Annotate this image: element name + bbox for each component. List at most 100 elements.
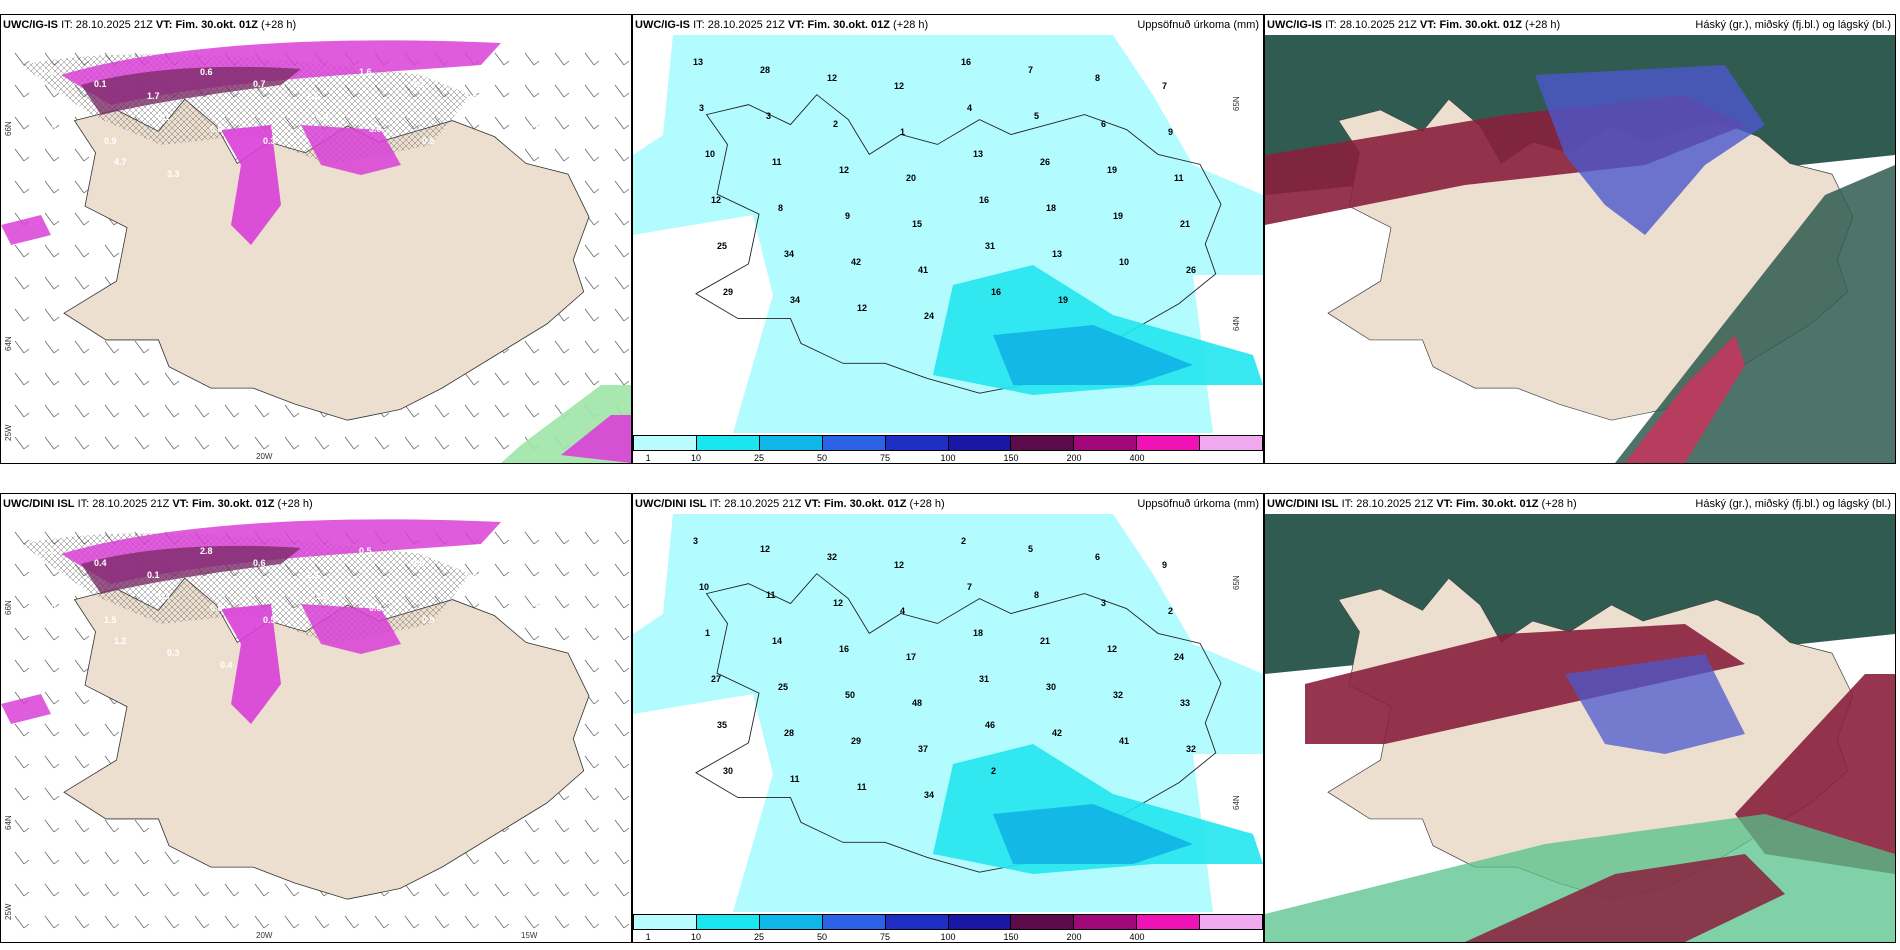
lon-label: 20W bbox=[256, 931, 273, 940]
panel-header: UWC/DINI ISL IT: 28.10.2025 21Z VT: Fim.… bbox=[1, 494, 631, 514]
precip-value: 10 bbox=[1119, 257, 1129, 267]
legend-tick: 50 bbox=[816, 932, 828, 942]
wind-barb-icon bbox=[584, 84, 595, 98]
init-time: 28.10.2025 21Z bbox=[707, 19, 785, 31]
precip-value: 11 bbox=[766, 590, 776, 600]
legend-tick: 100 bbox=[940, 932, 956, 942]
precip-value: 11 bbox=[1174, 173, 1184, 183]
icing-value: 0.5 bbox=[263, 615, 276, 625]
wind-barb-icon bbox=[14, 148, 25, 162]
icing-value: 0.6 bbox=[528, 603, 541, 613]
wind-barb-icon bbox=[494, 915, 505, 929]
precip-value: 12 bbox=[894, 560, 904, 570]
panel-cloud-row2: UWC/DINI ISL IT: 28.10.2025 21Z VT: Fim.… bbox=[1264, 493, 1896, 943]
model-name: UWC/IG-IS bbox=[635, 19, 690, 31]
precip-value: 16 bbox=[961, 57, 971, 67]
wind-barb-icon bbox=[14, 372, 25, 386]
icing-value: 3.1 bbox=[518, 546, 531, 556]
wind-barb-icon bbox=[44, 116, 55, 130]
wind-barb-icon bbox=[584, 723, 595, 737]
wind-barb-icon bbox=[74, 659, 85, 673]
wind-barb-icon bbox=[44, 851, 55, 865]
precip-value: 30 bbox=[723, 766, 733, 776]
precip-value: 34 bbox=[790, 295, 800, 305]
wind-barb-icon bbox=[254, 436, 265, 450]
precip-value: 41 bbox=[1119, 736, 1129, 746]
precip-value: 27 bbox=[711, 674, 721, 684]
wind-barb-icon bbox=[434, 436, 445, 450]
wind-barb-icon bbox=[194, 436, 205, 450]
legend-swatch bbox=[1137, 915, 1201, 929]
legend-swatch bbox=[1200, 436, 1263, 450]
legend-tick: 25 bbox=[753, 932, 765, 942]
wind-barb-icon bbox=[614, 851, 625, 865]
wind-barb-icon bbox=[584, 883, 595, 897]
wind-barb-icon bbox=[584, 308, 595, 322]
wind-barb-icon bbox=[614, 563, 625, 577]
wind-barb-icon bbox=[104, 340, 115, 354]
wind-barb-icon bbox=[314, 436, 325, 450]
panel-title: Uppsöfnuð úrkoma (mm) bbox=[1137, 498, 1259, 510]
wind-barb-icon bbox=[614, 691, 625, 705]
wind-barb-icon bbox=[164, 851, 175, 865]
wind-barb-icon bbox=[554, 52, 565, 66]
icing-value: 0.3 bbox=[263, 136, 276, 146]
valid-time: Fim. 30.okt. 01Z bbox=[175, 19, 258, 31]
wind-barb-icon bbox=[14, 531, 25, 545]
icing-value: 0.7 bbox=[518, 67, 531, 77]
wind-barb-icon bbox=[164, 436, 175, 450]
wind-barb-icon bbox=[44, 787, 55, 801]
wind-barb-icon bbox=[164, 372, 175, 386]
wind-barb-icon bbox=[14, 308, 25, 322]
wind-barb-icon bbox=[44, 212, 55, 226]
legend-tick: 75 bbox=[879, 453, 891, 463]
precip-value: 20 bbox=[906, 173, 916, 183]
precip-value: 17 bbox=[906, 652, 916, 662]
precip-value: 16 bbox=[839, 644, 849, 654]
legend-tick: 400 bbox=[1129, 453, 1145, 463]
icing-value: 1.3 bbox=[306, 570, 319, 580]
wind-barb-icon bbox=[74, 372, 85, 386]
wind-barb-icon bbox=[44, 691, 55, 705]
wind-barb-icon bbox=[44, 819, 55, 833]
precip-value: 6 bbox=[1101, 119, 1106, 129]
precip-value: 11 bbox=[790, 774, 800, 784]
wind-barb-icon bbox=[554, 531, 565, 545]
wind-barb-icon bbox=[554, 819, 565, 833]
precip-value: 1 bbox=[900, 127, 905, 137]
legend-swatch bbox=[885, 915, 949, 929]
wind-barb-icon bbox=[14, 116, 25, 130]
panel-icing-row2: UWC/DINI ISL IT: 28.10.2025 21Z VT: Fim.… bbox=[0, 493, 632, 943]
wind-barb-icon bbox=[44, 404, 55, 418]
wind-barb-icon bbox=[14, 276, 25, 290]
wind-barb-icon bbox=[44, 84, 55, 98]
legend-swatch bbox=[1137, 436, 1201, 450]
panel-precip-row1: UWC/IG-IS IT: 28.10.2025 21Z VT: Fim. 30… bbox=[632, 14, 1264, 464]
precip-value: 12 bbox=[711, 195, 721, 205]
wind-barb-icon bbox=[464, 436, 475, 450]
icing-value: 0.6 bbox=[200, 67, 213, 77]
icing-value: 0.6 bbox=[528, 124, 541, 134]
wind-barb-icon bbox=[614, 915, 625, 929]
legend-swatch bbox=[759, 436, 823, 450]
precip-value: 41 bbox=[918, 265, 928, 275]
panel-header: UWC/IG-IS IT: 28.10.2025 21Z VT: Fim. 30… bbox=[633, 15, 1263, 35]
wind-barb-icon bbox=[254, 404, 265, 418]
wind-barb-icon bbox=[614, 755, 625, 769]
precip-value: 8 bbox=[778, 203, 783, 213]
wind-barb-icon bbox=[134, 404, 145, 418]
wind-barb-icon bbox=[164, 915, 175, 929]
wind-barb-icon bbox=[14, 52, 25, 66]
precip-value: 2 bbox=[991, 766, 996, 776]
precip-value: 34 bbox=[784, 249, 794, 259]
precip-value: 34 bbox=[924, 790, 934, 800]
wind-barb-icon bbox=[584, 244, 595, 258]
wind-barb-icon bbox=[254, 883, 265, 897]
lead-time: (+28 h) bbox=[1525, 19, 1561, 31]
wind-barb-icon bbox=[584, 116, 595, 130]
icing-value: 1.6 bbox=[465, 91, 478, 101]
precip-legend: 1 10 25 50 75 100 150 200 400 bbox=[633, 912, 1263, 942]
wind-barb-icon bbox=[104, 819, 115, 833]
precip-value: 29 bbox=[851, 736, 861, 746]
icing-value: 2.5 bbox=[412, 558, 425, 568]
